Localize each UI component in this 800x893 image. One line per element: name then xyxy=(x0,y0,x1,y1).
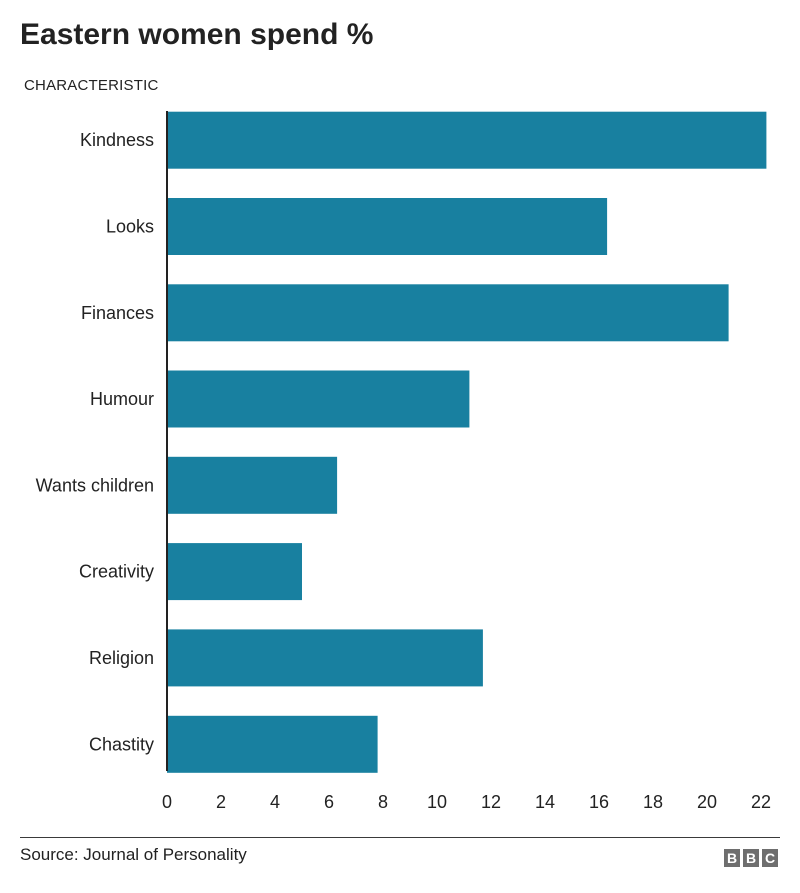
x-tick-label: 8 xyxy=(378,792,388,812)
category-label: Chastity xyxy=(89,734,154,754)
x-tick-label: 10 xyxy=(427,792,447,812)
logo-letter: B xyxy=(743,849,759,867)
x-tick-label: 6 xyxy=(324,792,334,812)
category-label: Kindness xyxy=(80,130,154,150)
x-tick-label: 18 xyxy=(643,792,663,812)
bar xyxy=(167,198,608,255)
logo-letter: B xyxy=(724,849,740,867)
bar xyxy=(167,629,483,687)
bar xyxy=(167,370,470,428)
category-label: Creativity xyxy=(79,562,154,582)
source-note: Source: Journal of Personality xyxy=(20,845,247,864)
bar xyxy=(167,456,338,514)
x-tick-label: 12 xyxy=(481,792,501,812)
x-tick-label: 2 xyxy=(216,792,226,812)
x-tick-label: 20 xyxy=(697,792,717,812)
bar xyxy=(167,284,729,342)
x-tick-label: 14 xyxy=(535,792,555,812)
x-tick-label: 16 xyxy=(589,792,609,812)
bbc-logo: B B C xyxy=(724,849,778,867)
x-tick-label: 4 xyxy=(270,792,280,812)
bar xyxy=(167,111,767,169)
category-label: Humour xyxy=(90,389,154,409)
bar xyxy=(167,715,378,773)
footer-divider xyxy=(20,837,780,838)
category-axis-label: CHARACTERISTIC xyxy=(24,77,159,94)
x-tick-label: 22 xyxy=(751,792,771,812)
x-tick-label: 0 xyxy=(162,792,172,812)
logo-letter: C xyxy=(762,849,778,867)
category-label: Finances xyxy=(81,303,154,323)
category-label: Wants children xyxy=(36,475,154,495)
chart-title: Eastern women spend % xyxy=(20,18,374,51)
bar xyxy=(167,543,302,601)
category-label: Looks xyxy=(106,217,154,237)
category-label: Religion xyxy=(89,648,154,668)
bar-chart: Kindness Looks Finances Humour Wants childre… xyxy=(36,111,771,812)
